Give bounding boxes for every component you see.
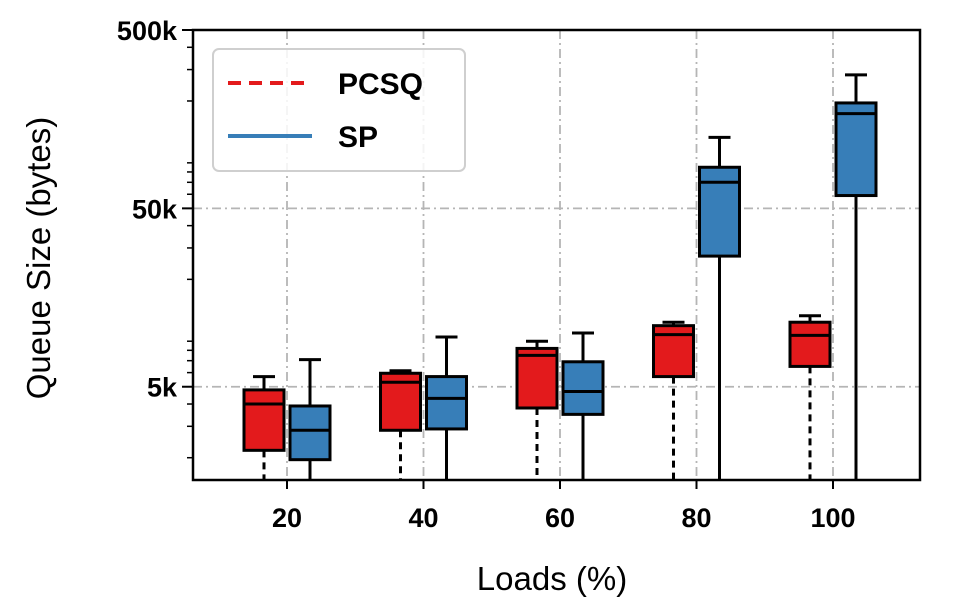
box-pcsq-100 (788, 314, 832, 480)
y-tick-label-500k: 500k (117, 16, 178, 46)
legend-frame (212, 48, 466, 172)
box-sp-20 (288, 358, 332, 480)
x-axis: 20 40 60 80 100 (272, 480, 856, 533)
y-axis: 5k 50k 500k (117, 16, 193, 459)
x-tick-label-80: 80 (681, 503, 711, 533)
box-body (788, 320, 832, 368)
box-sp-60 (561, 331, 605, 480)
plot-frame (191, 28, 922, 482)
box-pcsq-40 (379, 369, 422, 480)
box-pcsq-80 (652, 320, 695, 480)
box-sp-100 (834, 73, 878, 480)
x-axis-title: Loads (%) (477, 560, 627, 597)
box-body (288, 404, 332, 462)
x-tick-label-60: 60 (545, 503, 575, 533)
y-tick-label-5k: 5k (147, 373, 178, 403)
y-axis-title: Queue Size (bytes) (20, 117, 57, 399)
legend: PCSQ SP (212, 48, 466, 172)
box-sp-80 (698, 135, 741, 480)
y-tick-label-50k: 50k (132, 194, 178, 224)
box-body (242, 388, 286, 452)
box-body (515, 346, 559, 410)
box-pcsq-60 (515, 339, 559, 480)
box-pcsq-20 (242, 375, 286, 480)
legend-label-sp: SP (338, 121, 378, 154)
x-tick-label-40: 40 (408, 503, 438, 533)
box-sp-40 (425, 335, 468, 480)
x-tick-label-100: 100 (810, 503, 855, 533)
x-tick-label-20: 20 (272, 503, 302, 533)
box-body (698, 165, 741, 258)
box-body (834, 101, 878, 198)
box-body (425, 375, 468, 431)
box-plots (242, 73, 878, 480)
box-body (561, 360, 605, 416)
legend-label-pcsq: PCSQ (338, 68, 423, 101)
